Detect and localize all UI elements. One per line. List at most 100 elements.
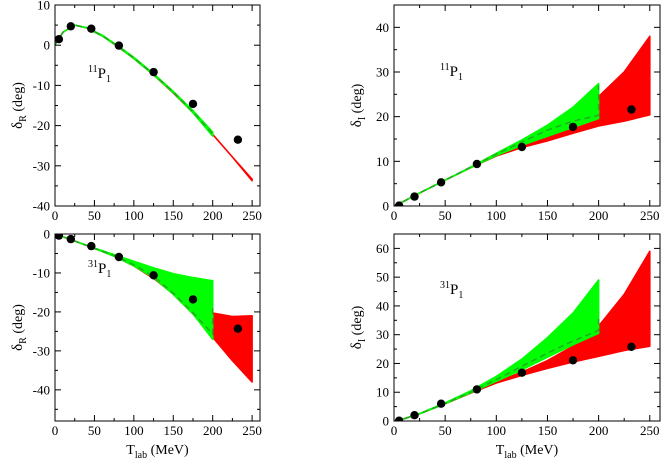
y-axis-title: δR (deg) <box>10 82 29 129</box>
y-tick-label: 50 <box>376 270 389 285</box>
x-tick-label: 0 <box>52 423 59 438</box>
y-tick-label: 20 <box>376 109 389 124</box>
x-axis-title: Tlab (MeV) <box>126 443 189 461</box>
green-band <box>394 82 600 206</box>
x-tick-label: 100 <box>487 208 507 223</box>
red-band <box>394 250 651 421</box>
red-band <box>55 234 253 383</box>
green-band <box>55 234 214 340</box>
data-point <box>55 35 64 44</box>
x-tick-label: 100 <box>124 208 144 223</box>
green-band <box>394 279 600 421</box>
panel-bottom-right: 0 50 100 150 200 250 0 10 20 30 40 50 60 31P1 δI (deg)… <box>349 233 661 461</box>
x-tick-label: 0 <box>391 423 398 438</box>
plot-area <box>55 22 253 182</box>
y-axis-title: δR (deg) <box>10 304 29 351</box>
plot-area <box>55 234 253 383</box>
red-band <box>55 24 253 182</box>
dashed-line <box>55 234 214 337</box>
data-point <box>188 99 198 109</box>
y-tick-label: -10 <box>33 78 50 93</box>
data-point <box>627 342 636 351</box>
x-tick-label: 250 <box>242 208 262 223</box>
y-tick-label: 40 <box>376 20 389 35</box>
data-point <box>410 411 419 420</box>
plot-area <box>394 35 651 206</box>
x-tick-label: 50 <box>439 208 452 223</box>
data-point <box>66 22 76 31</box>
x-tick-label: 200 <box>589 208 609 223</box>
y-tick-label: 60 <box>376 241 389 256</box>
dashed-line <box>55 24 214 135</box>
partial-wave-label: 31P1 <box>440 280 463 301</box>
x-tick-label: 50 <box>439 423 452 438</box>
plot-frame <box>393 4 661 207</box>
panel-bottom-left: 0 50 100 150 200 250 -40 -30 -20 -10 0 31P1 δR (deg)… <box>10 227 262 462</box>
data-point <box>568 122 578 132</box>
data-point <box>410 192 419 201</box>
plot-area <box>394 250 651 421</box>
data-point <box>114 252 124 262</box>
data-point <box>436 178 446 187</box>
y-tick-label: 10 <box>376 154 389 169</box>
x-tick-label: 50 <box>88 208 101 223</box>
y-tick-label: 0 <box>383 414 390 429</box>
x-tick-label: 150 <box>164 423 184 438</box>
y-tick-label: -20 <box>33 304 50 319</box>
y-tick-label: -40 <box>33 382 50 397</box>
x-axis-title: Tlab (MeV) <box>496 443 559 461</box>
y-tick-label: -40 <box>33 199 50 214</box>
data-point <box>394 416 404 421</box>
data-point <box>517 368 527 377</box>
data-point <box>233 135 243 144</box>
data-point <box>472 385 482 394</box>
x-tick-label: 100 <box>124 423 144 438</box>
y-tick-label: -20 <box>33 118 50 133</box>
y-tick-label: 30 <box>376 65 389 80</box>
y-tick-label: 40 <box>376 298 389 313</box>
green-band <box>55 24 214 137</box>
data-point <box>188 295 198 304</box>
y-tick-label: -30 <box>33 158 50 173</box>
data-point <box>87 24 96 33</box>
data-point <box>436 399 446 408</box>
plot-frame <box>54 4 261 207</box>
y-tick-label: -10 <box>33 265 50 280</box>
partial-wave-label: 11P1 <box>88 64 111 85</box>
x-tick-label: 200 <box>203 423 223 438</box>
y-tick-label: -30 <box>33 343 50 358</box>
y-tick-label: 0 <box>383 199 390 214</box>
data-point <box>149 67 158 77</box>
data-point <box>568 356 578 365</box>
panel-top-right: 0 50 100 150 200 250 0 10 20 30 40 11P1 δI (deg) <box>349 4 661 223</box>
data-point <box>66 234 76 244</box>
y-tick-label: 0 <box>44 227 51 242</box>
data-point <box>87 241 96 251</box>
y-tick-label: 30 <box>376 327 389 342</box>
x-tick-label: 150 <box>164 208 184 223</box>
partial-wave-label: 31P1 <box>88 259 111 280</box>
y-tick-label: 20 <box>376 356 389 371</box>
red-band <box>394 35 651 206</box>
x-tick-label: 0 <box>391 208 398 223</box>
x-tick-label: 250 <box>640 208 660 223</box>
dashed-line <box>394 85 600 206</box>
data-point <box>394 201 404 206</box>
x-tick-label: 150 <box>538 423 558 438</box>
y-axis-title: δI (deg) <box>349 83 368 127</box>
plot-frame <box>393 233 661 422</box>
data-point <box>149 271 158 280</box>
plot-frame <box>54 233 261 422</box>
partial-wave-label: 11P1 <box>440 62 463 83</box>
x-tick-label: 250 <box>640 423 660 438</box>
data-point <box>233 324 243 333</box>
panel-top-left: 0 50 100 150 200 250 -40 -30 -20 -10 0 10 11P1 δR (de… <box>10 0 262 223</box>
data-point <box>55 234 64 240</box>
x-tick-label: 200 <box>203 208 223 223</box>
y-tick-label: 0 <box>44 38 51 53</box>
data-point <box>627 105 636 114</box>
data-point <box>472 159 482 169</box>
x-tick-label: 100 <box>487 423 507 438</box>
y-tick-label: 10 <box>37 0 50 13</box>
